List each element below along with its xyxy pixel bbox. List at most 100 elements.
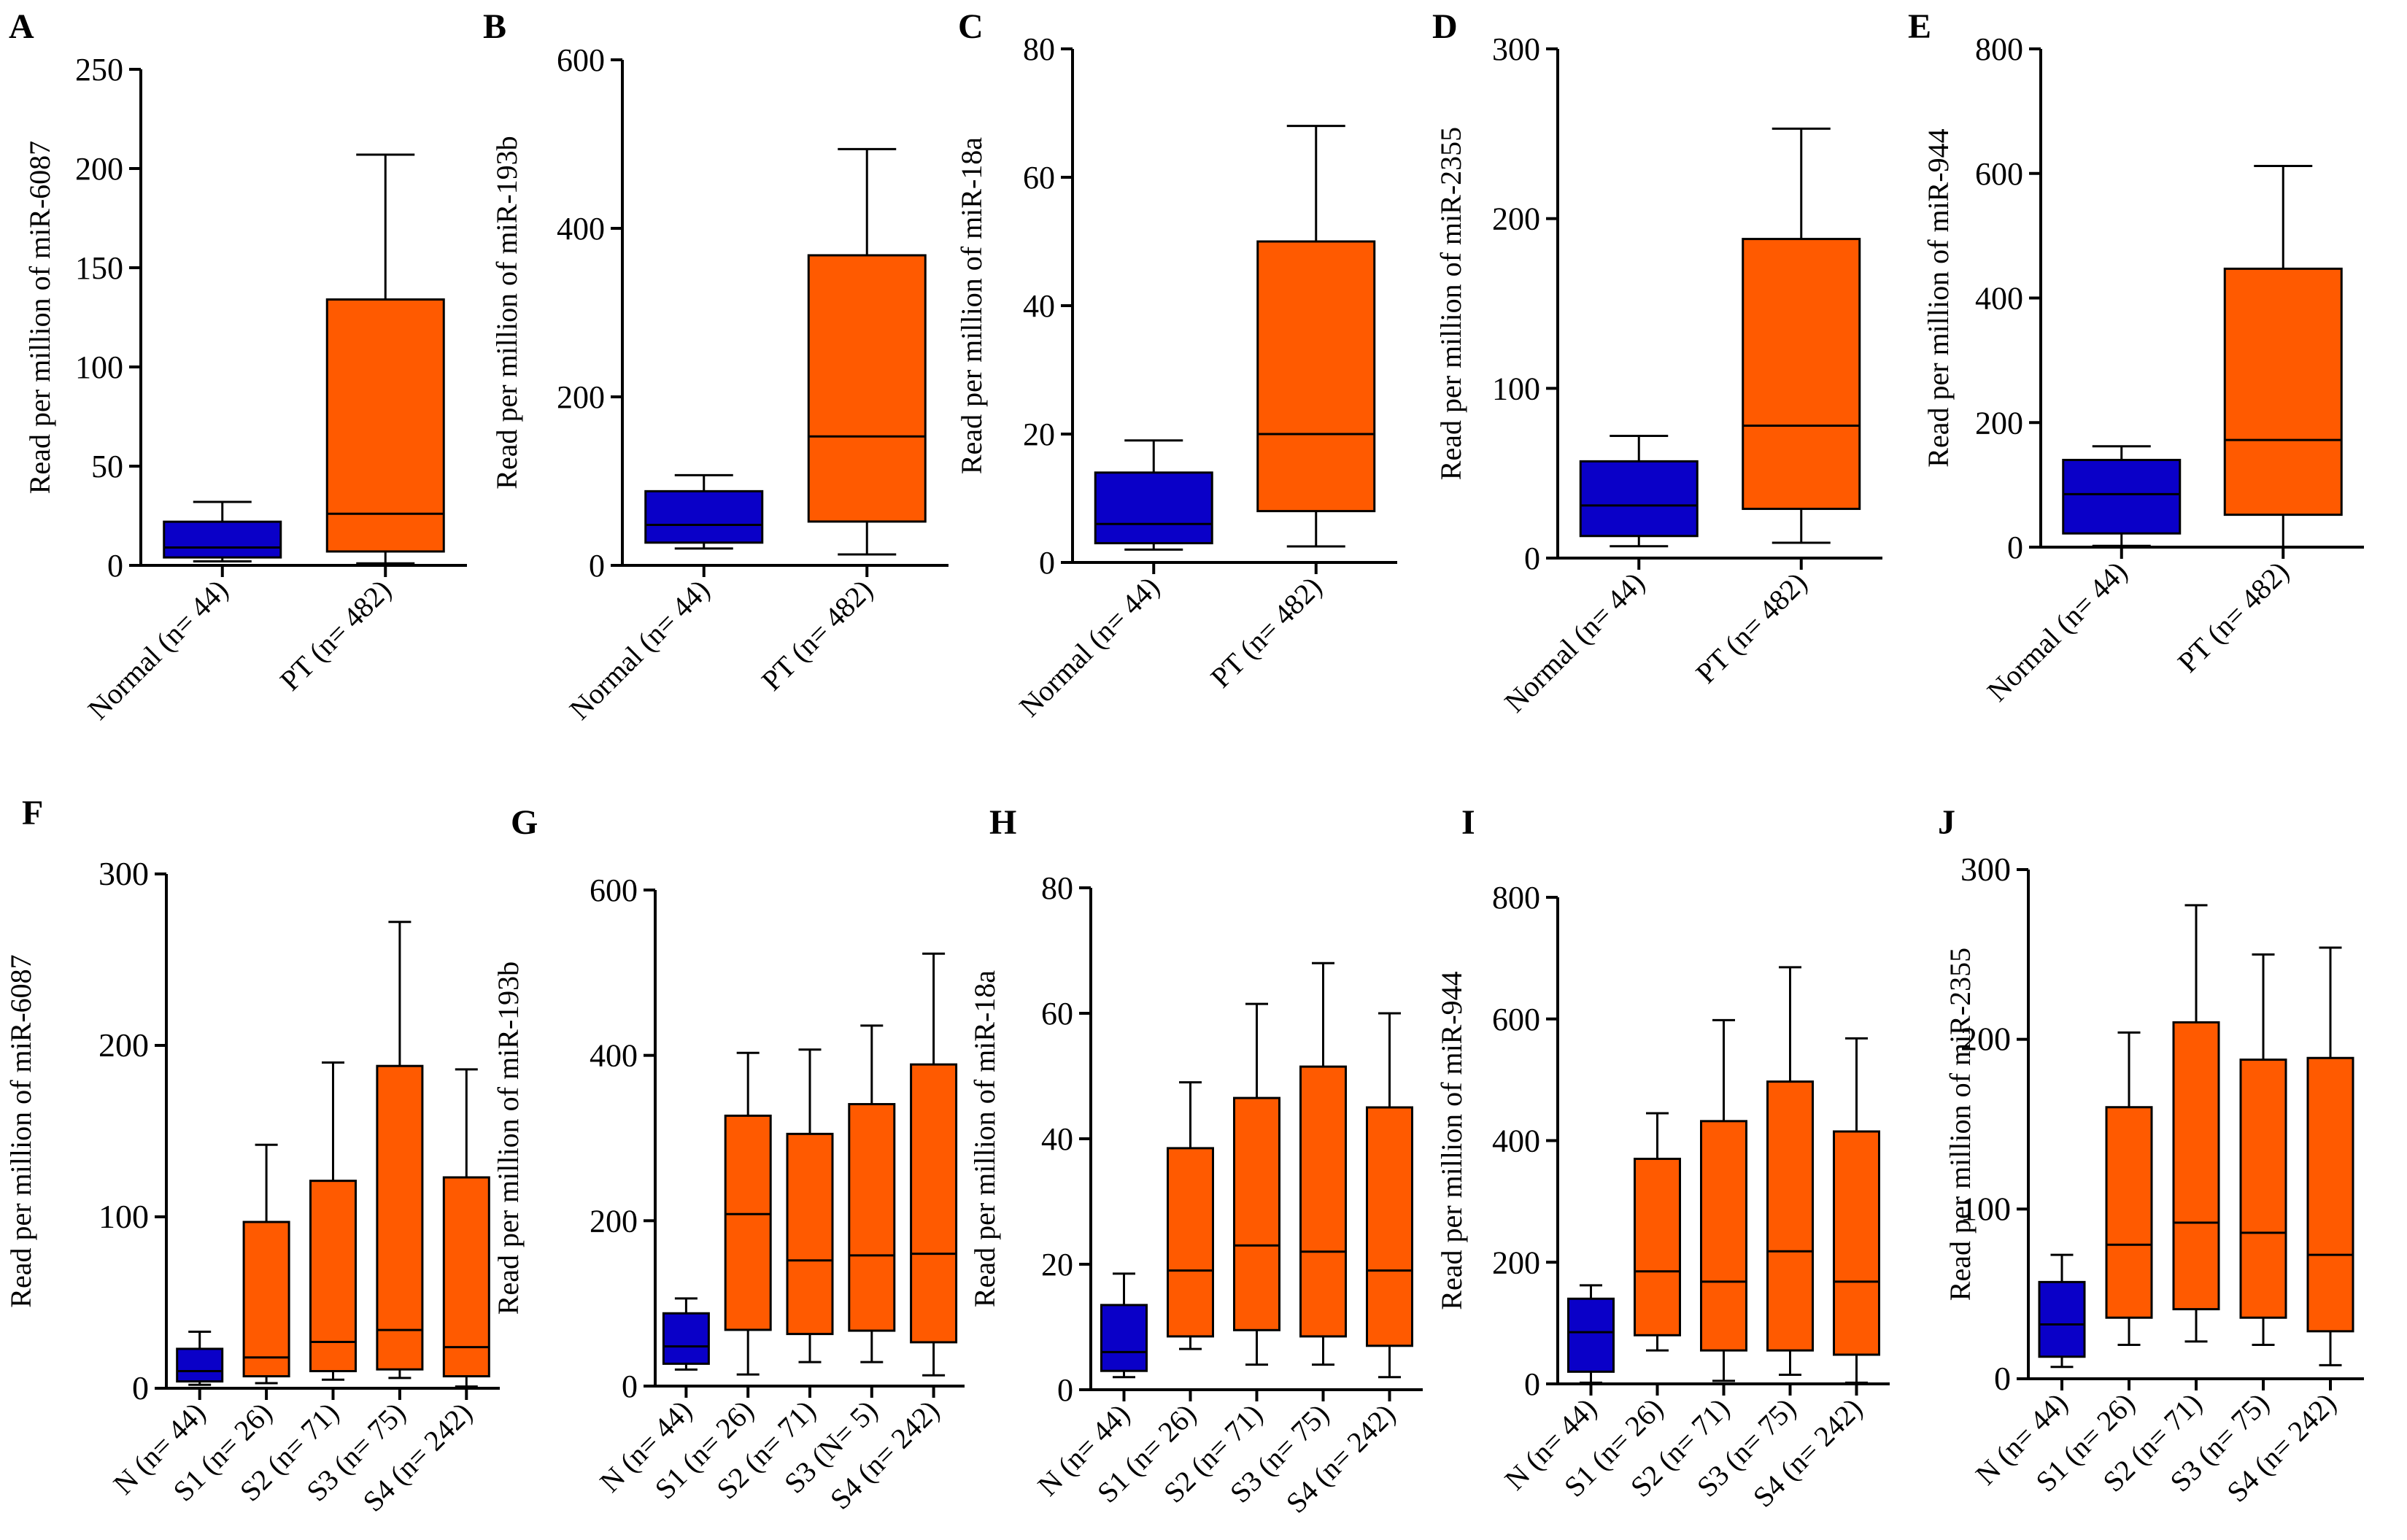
panel-b: B Read per million of miR-193b 0 200 400 600 N… [483, 7, 948, 726]
x-tick-label-e-1: PT (n= 482) [2171, 555, 2295, 679]
y-tick-label-a-2: 100 [75, 349, 123, 385]
y-tick-label-b-2: 400 [557, 211, 605, 247]
box-iqr-j-0 [2038, 1280, 2086, 1358]
box-g-1 [724, 1051, 772, 1376]
panel-c: C Read per million of miR-18a 0 20 40 60 80 Nor… [955, 7, 1397, 723]
y-tick-label-e-4: 800 [1975, 31, 2023, 67]
panel-letter-a: A [9, 7, 34, 46]
box-iqr-j-3 [2239, 1059, 2287, 1319]
box-iqr-h-2 [1233, 1096, 1280, 1331]
box-iqr-e-1 [2223, 267, 2343, 516]
y-tick-label-h-3: 60 [1041, 996, 1073, 1032]
box-g-3 [848, 1024, 896, 1363]
panel-letter-d: D [1432, 7, 1458, 46]
box-j-3 [2239, 953, 2287, 1346]
box-h-0 [1100, 1272, 1148, 1379]
box-f-4 [442, 1068, 490, 1388]
y-tick-label-a-4: 200 [75, 151, 123, 187]
box-iqr-c-1 [1256, 240, 1376, 513]
box-f-2 [309, 1061, 357, 1381]
box-h-3 [1299, 961, 1347, 1366]
box-a-1 [325, 153, 445, 565]
box-g-2 [786, 1048, 834, 1363]
y-tick-label-a-3: 150 [75, 250, 123, 286]
y-tick-label-a-5: 250 [75, 52, 123, 88]
box-g-4 [910, 952, 958, 1377]
y-axis-label-a: Read per million of miR-6087 [23, 141, 56, 494]
panel-letter-b: B [483, 7, 506, 46]
box-iqr-e-0 [2062, 458, 2182, 535]
box-iqr-b-1 [807, 254, 927, 523]
box-g-0 [662, 1297, 710, 1371]
y-tick-label-j-0: 0 [1994, 1360, 2011, 1397]
box-iqr-f-2 [309, 1180, 357, 1373]
x-tick-label-b-1: PT (n= 482) [755, 573, 879, 697]
panel-letter-i: I [1461, 803, 1475, 842]
panel-letter-g: G [511, 803, 538, 842]
y-axis-label-i: Read per million of miR-944 [1435, 971, 1468, 1309]
box-iqr-f-1 [242, 1220, 290, 1378]
box-iqr-i-3 [1766, 1080, 1814, 1352]
y-tick-label-g-1: 200 [590, 1203, 638, 1239]
y-tick-label-f-1: 100 [98, 1198, 149, 1235]
box-iqr-g-0 [662, 1312, 710, 1365]
x-tick-label-c-1: PT (n= 482) [1204, 570, 1328, 694]
box-i-1 [1634, 1112, 1681, 1352]
y-tick-label-j-3: 300 [1960, 851, 2011, 888]
y-tick-label-f-3: 300 [98, 855, 149, 892]
y-tick-label-e-1: 200 [1975, 405, 2023, 441]
y-tick-label-g-0: 0 [622, 1369, 638, 1404]
y-tick-label-c-4: 80 [1023, 31, 1055, 67]
panel-letter-j: J [1938, 803, 1955, 842]
box-h-2 [1233, 1002, 1280, 1366]
box-iqr-h-1 [1167, 1147, 1214, 1338]
y-tick-label-h-2: 40 [1041, 1121, 1073, 1157]
box-i-2 [1700, 1018, 1747, 1382]
box-f-0 [176, 1330, 224, 1386]
box-iqr-c-0 [1094, 471, 1213, 545]
y-tick-label-c-2: 40 [1023, 288, 1055, 324]
y-axis-label-g: Read per million of miR-193b [492, 961, 525, 1315]
box-iqr-f-4 [442, 1176, 490, 1378]
box-j-1 [2105, 1031, 2153, 1346]
y-tick-label-g-3: 600 [590, 872, 638, 908]
x-tick-label-a-0: Normal (n= 44) [82, 573, 235, 727]
y-tick-label-f-2: 200 [98, 1026, 149, 1064]
panel-letter-h: H [989, 803, 1016, 842]
box-iqr-b-0 [644, 490, 764, 544]
x-tick-label-d-1: PT (n= 482) [1689, 566, 1813, 690]
x-tick-label-c-0: Normal (n= 44) [1013, 570, 1166, 724]
y-tick-label-c-1: 20 [1023, 417, 1055, 452]
box-d-0 [1579, 434, 1699, 548]
y-tick-label-b-1: 200 [557, 379, 605, 415]
box-d-1 [1742, 127, 1861, 544]
panel-letter-f: F [22, 794, 43, 832]
box-iqr-i-4 [1833, 1130, 1880, 1356]
y-axis-label-d: Read per million of miR-2355 [1434, 127, 1467, 480]
y-tick-label-b-0: 0 [589, 548, 605, 584]
box-f-1 [242, 1143, 290, 1385]
box-c-0 [1094, 439, 1213, 551]
box-h-4 [1366, 1012, 1413, 1379]
y-tick-label-j-1: 100 [1960, 1190, 2011, 1227]
x-tick-label-a-1: PT (n= 482) [274, 573, 398, 697]
y-tick-label-i-1: 200 [1492, 1245, 1540, 1280]
y-tick-label-e-2: 400 [1975, 281, 2023, 317]
y-tick-label-i-0: 0 [1524, 1366, 1540, 1402]
box-iqr-d-1 [1742, 238, 1861, 511]
y-tick-label-a-0: 0 [107, 548, 123, 584]
box-iqr-i-1 [1634, 1158, 1681, 1336]
panel-letter-c: C [958, 7, 984, 46]
panel-e: E Read per million of miR-944 0 200 400 600 80… [1908, 7, 2364, 708]
y-tick-label-i-2: 400 [1492, 1123, 1540, 1159]
y-axis-label-h: Read per million of miR-18a [968, 970, 1001, 1307]
y-tick-label-d-3: 300 [1492, 31, 1540, 67]
box-i-3 [1766, 966, 1814, 1376]
box-iqr-h-0 [1100, 1304, 1148, 1372]
box-h-1 [1167, 1081, 1214, 1350]
